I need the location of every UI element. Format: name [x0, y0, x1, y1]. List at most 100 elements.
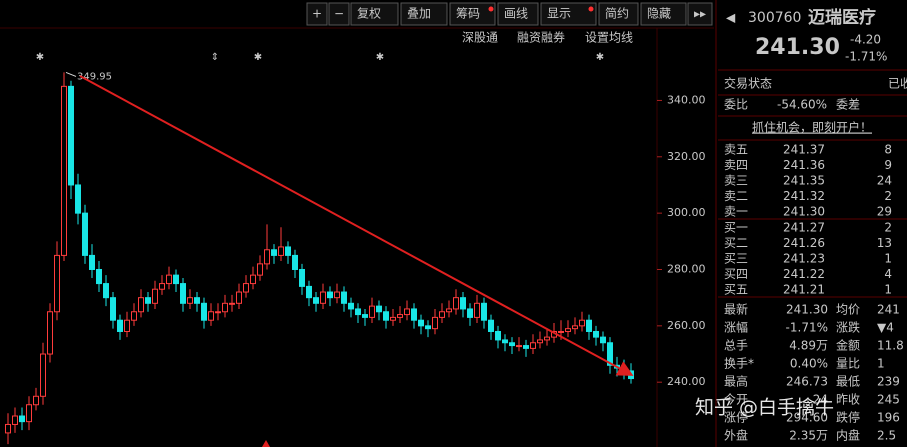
book-price: 241.22 [783, 267, 825, 281]
book-volume: 9 [884, 158, 892, 172]
toolbar-label[interactable]: 显示 [547, 7, 571, 21]
toolbar-button[interactable] [687, 2, 713, 26]
cta-button[interactable]: 抓住机会，即刻开户！ [752, 120, 872, 135]
candle-body [355, 308, 361, 316]
stat-label: 最低 [836, 375, 860, 389]
stat-value: ▼4 [877, 321, 894, 335]
candle-body [215, 311, 221, 314]
toolbar-button[interactable] [497, 2, 539, 26]
candle-body [124, 319, 130, 332]
event-marker[interactable]: ✱ [596, 52, 604, 63]
stat-value: 246.73 [786, 375, 828, 389]
candle-body [271, 249, 277, 256]
toolbar-label[interactable]: 筹码 [456, 7, 480, 21]
toolbar-label[interactable]: 隐藏 [647, 7, 671, 21]
candle-body [439, 311, 445, 318]
candle-body [600, 336, 606, 344]
stat-label: 涨停 [724, 410, 748, 425]
badge-dot [488, 6, 494, 12]
candle-body [19, 415, 25, 423]
candle-body [264, 249, 270, 265]
candle-body [376, 305, 382, 313]
event-marker[interactable]: ✱ [36, 52, 44, 63]
toolbar-label[interactable]: 画线 [504, 7, 528, 21]
stat-label: 金额 [836, 338, 860, 353]
candle-body [411, 308, 417, 321]
toolbar-label[interactable]: − [334, 7, 344, 21]
toolbar-label[interactable]: 叠加 [407, 7, 431, 21]
stat-label: 涨幅 [724, 320, 748, 335]
toolbar-button[interactable] [350, 2, 399, 26]
candle-body [152, 288, 158, 304]
event-marker[interactable]: ✱ [376, 52, 384, 63]
peak-label: 349.95 [77, 71, 112, 82]
toolbar-label[interactable]: 简约 [605, 6, 629, 21]
candle-body [47, 311, 53, 355]
sub-link[interactable]: 深股通 [462, 31, 498, 45]
candle-body [54, 254, 60, 313]
book-volume: 1 [884, 283, 892, 297]
stock-code: 300760 [748, 10, 801, 26]
book-volume: 24 [877, 174, 892, 188]
toolbar-button[interactable] [640, 2, 687, 26]
candle-body [327, 291, 333, 299]
candle-body [250, 274, 256, 285]
toolbar-button[interactable] [306, 2, 328, 26]
candle-body [362, 314, 368, 318]
candle-body [306, 285, 312, 299]
candle-body [166, 274, 172, 285]
book-volume: 13 [877, 236, 892, 250]
toolbar-button[interactable] [598, 2, 639, 26]
stat-label: 量比 [836, 357, 860, 371]
book-volume: 8 [884, 143, 892, 157]
candle-body [40, 353, 46, 397]
toolbar-label[interactable]: 复权 [357, 7, 381, 21]
event-marker[interactable]: ⇕ [211, 52, 219, 63]
candle-body [131, 311, 137, 321]
stat-value: 11.8 [877, 339, 904, 353]
stat-label: 均价 [836, 303, 860, 317]
candle-body [96, 268, 102, 285]
candle-body [187, 297, 193, 304]
toolbar-label[interactable]: + [312, 7, 322, 21]
sub-link[interactable]: 融资融券 [517, 30, 565, 45]
stat-value: 2.5 [877, 429, 896, 443]
candle-body [467, 308, 473, 318]
back-icon[interactable]: ◀ [726, 11, 736, 25]
event-marker[interactable]: ✱ [254, 52, 262, 63]
candle-body [5, 423, 11, 434]
candle-body [229, 302, 235, 305]
candle-body [537, 339, 543, 344]
diff-label: 委差 [836, 98, 860, 112]
stat-value: 196 [877, 411, 900, 425]
stat-value: 294.60 [786, 411, 828, 425]
price-change: -4.20 [850, 33, 881, 47]
toolbar-button[interactable] [328, 2, 350, 26]
stock-name: 迈瑞医疗 [808, 7, 876, 28]
candle-body [523, 345, 529, 349]
stat-label: 涨跌 [836, 320, 860, 335]
price-change-pct: -1.71% [845, 50, 887, 64]
candle-body [194, 297, 200, 304]
candle-body [593, 330, 599, 338]
toolbar-label[interactable]: ▸▸ [694, 7, 706, 21]
candle-body [299, 268, 305, 287]
toolbar-button[interactable] [449, 2, 496, 26]
candle-body [285, 246, 291, 256]
stat-label: 昨收 [836, 393, 860, 407]
candle-body [103, 283, 109, 299]
candle-body [61, 85, 67, 256]
book-label: 卖三 [724, 174, 748, 188]
candle-body [488, 319, 494, 332]
book-price: 241.36 [783, 158, 825, 172]
book-price: 241.26 [783, 236, 825, 250]
sub-link[interactable]: 设置均线 [585, 31, 633, 45]
y-tick-label: 240.00 [667, 375, 706, 388]
y-tick-label: 320.00 [667, 150, 706, 163]
toolbar-button[interactable] [540, 2, 597, 26]
candle-body [243, 283, 249, 293]
toolbar-button[interactable] [400, 2, 448, 26]
candle-body [208, 311, 214, 321]
